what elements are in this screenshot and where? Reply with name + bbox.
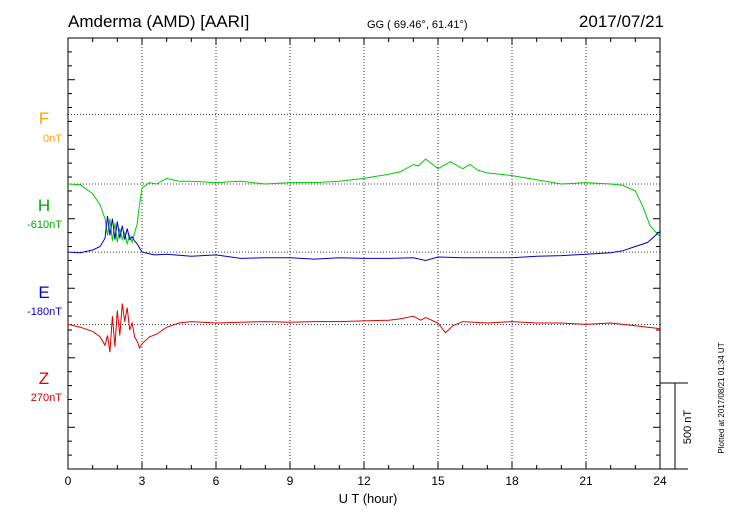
traces: [67, 158, 661, 353]
x-tick-label: 0: [65, 474, 72, 488]
station-title: Amderma (AMD) [AARI]: [68, 12, 249, 31]
x-tick-label: 3: [139, 474, 146, 488]
coordinates: GG ( 69.46°, 61.41°): [367, 19, 468, 31]
x-tick-label: 21: [579, 474, 593, 488]
x-tick-label: 9: [287, 474, 294, 488]
trace-e: [67, 215, 661, 262]
x-tick-label: 12: [357, 474, 371, 488]
x-tick-label: 15: [431, 474, 445, 488]
channel-e-label: E: [38, 283, 49, 302]
x-axis-label: U T (hour): [339, 491, 398, 506]
scale-bar-label: 500 nT: [682, 410, 694, 445]
channel-z-label: Z: [39, 369, 49, 388]
trace-z: [67, 303, 661, 353]
date: 2017/07/21: [579, 12, 664, 31]
channel-h-baseline: -610nT: [27, 219, 62, 231]
x-tick-labels: 0 3 6 9 12 15 18 21 24: [65, 474, 667, 488]
channel-h-label: H: [38, 196, 50, 215]
plotted-timestamp: Plotted at 2017/08/21 01:34 UT: [717, 342, 726, 453]
x-tick-label: 24: [653, 474, 667, 488]
grid: [141, 38, 587, 469]
channel-baselines: [68, 114, 660, 325]
channel-f-baseline: 0nT: [43, 133, 62, 145]
trace-h: [67, 158, 661, 246]
x-tick-label: 6: [213, 474, 220, 488]
axis-ticks: [67, 38, 661, 469]
x-tick-label: 18: [505, 474, 519, 488]
channel-z-baseline: 270nT: [31, 392, 62, 404]
channel-e-baseline: -180nT: [27, 306, 62, 318]
channel-f-label: F: [39, 109, 49, 128]
